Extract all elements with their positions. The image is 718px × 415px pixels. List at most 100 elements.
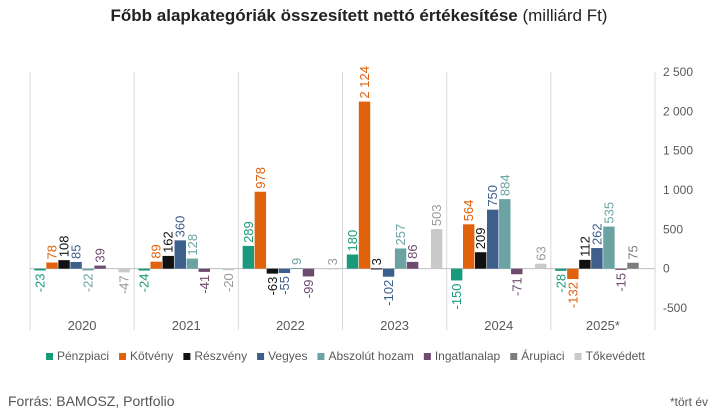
- data-label: 535: [601, 202, 616, 224]
- data-label: 209: [473, 228, 488, 250]
- legend-label: Ingatlanalap: [435, 349, 501, 363]
- bar[interactable]: [567, 268, 579, 280]
- category-label: 2020: [68, 318, 97, 333]
- data-label: -99: [301, 279, 316, 298]
- bar[interactable]: [394, 248, 407, 269]
- data-label: -20: [221, 273, 236, 292]
- bar[interactable]: [46, 262, 58, 269]
- bar[interactable]: [450, 268, 463, 281]
- y-tick-label: -500: [663, 301, 687, 315]
- bar[interactable]: [430, 229, 443, 269]
- chart-title-main: Főbb alapkategóriák összesített nettó ér…: [110, 6, 518, 25]
- data-label: 564: [461, 200, 476, 222]
- data-label: 9: [289, 258, 304, 265]
- data-label: 257: [393, 224, 408, 246]
- y-tick-label: 500: [663, 222, 683, 236]
- bar[interactable]: [487, 209, 499, 269]
- data-label: 180: [345, 230, 360, 252]
- data-label: -24: [137, 274, 152, 293]
- legend-label: Abszolút hozam: [328, 349, 413, 363]
- data-label: -102: [381, 280, 396, 306]
- bar[interactable]: [302, 268, 315, 277]
- legend-swatch: [574, 353, 582, 360]
- data-label: 63: [533, 246, 548, 260]
- data-label: -47: [117, 275, 132, 294]
- bar[interactable]: [198, 268, 210, 272]
- bar[interactable]: [346, 254, 359, 269]
- data-label: 262: [589, 223, 604, 245]
- bar[interactable]: [462, 224, 475, 269]
- legend-swatch: [257, 353, 265, 360]
- category-label: 2024: [484, 318, 513, 333]
- bar[interactable]: [254, 191, 267, 269]
- category-label: 2025*: [586, 318, 620, 333]
- bar[interactable]: [94, 265, 106, 269]
- legend-swatch: [183, 353, 191, 360]
- bar[interactable]: [475, 252, 487, 269]
- legend-label: Kötvény: [130, 349, 173, 363]
- bar[interactable]: [591, 248, 603, 269]
- data-label: 289: [241, 221, 256, 243]
- bar[interactable]: [499, 199, 511, 269]
- bar[interactable]: [242, 245, 255, 269]
- data-label: -15: [613, 273, 628, 292]
- y-tick-label: 2 000: [663, 104, 693, 118]
- data-label: -22: [81, 273, 96, 292]
- bar[interactable]: [82, 268, 94, 271]
- legend-label: Pénzpiaci: [57, 349, 109, 363]
- bar[interactable]: [615, 268, 627, 270]
- bar[interactable]: [70, 261, 82, 269]
- bar[interactable]: [150, 261, 162, 269]
- data-label: 89: [149, 244, 164, 258]
- footnote: *tört év: [669, 395, 708, 409]
- bar[interactable]: [222, 268, 235, 271]
- legend-label: Tőkevédett: [586, 349, 646, 363]
- legend-swatch: [119, 353, 127, 360]
- data-label: 2 124: [357, 66, 372, 99]
- chart-title-unit: (milliárd Ft): [522, 6, 608, 25]
- y-tick-label: 1 000: [663, 183, 693, 197]
- data-label: 85: [69, 245, 84, 259]
- bar[interactable]: [406, 261, 419, 269]
- data-label: 360: [173, 216, 188, 238]
- data-label: 86: [405, 244, 420, 258]
- bar[interactable]: [555, 268, 567, 271]
- source-note: Forrás: BAMOSZ, Portfolio: [8, 393, 175, 409]
- bar[interactable]: [603, 226, 615, 269]
- bar[interactable]: [627, 262, 639, 269]
- data-label: 3: [369, 258, 384, 265]
- bar[interactable]: [535, 263, 547, 269]
- bar[interactable]: [58, 260, 70, 269]
- data-label: -28: [553, 274, 568, 293]
- data-label: 3: [325, 258, 340, 265]
- bar[interactable]: [290, 267, 303, 269]
- data-label: 750: [485, 185, 500, 207]
- bar[interactable]: [278, 268, 291, 273]
- legend-swatch: [423, 353, 431, 360]
- data-label: 39: [93, 248, 108, 262]
- bar[interactable]: [174, 240, 186, 269]
- data-label: -63: [265, 277, 280, 296]
- y-tick-label: 1 500: [663, 144, 693, 158]
- bar[interactable]: [162, 255, 174, 269]
- data-label: -71: [509, 277, 524, 296]
- bar[interactable]: [326, 268, 339, 270]
- data-label: 128: [185, 234, 200, 256]
- legend-label: Árupiaci: [521, 348, 564, 363]
- bar[interactable]: [266, 268, 279, 274]
- bar[interactable]: [382, 268, 395, 277]
- data-label: 78: [45, 245, 60, 259]
- bar[interactable]: [511, 268, 523, 275]
- data-label: 884: [497, 174, 512, 196]
- bar[interactable]: [118, 268, 130, 273]
- bar[interactable]: [358, 101, 371, 269]
- bar[interactable]: [579, 259, 591, 269]
- bar[interactable]: [370, 268, 383, 270]
- bar[interactable]: [34, 268, 46, 271]
- legend-swatch: [46, 353, 53, 360]
- bar[interactable]: [186, 258, 198, 269]
- data-label: 162: [161, 231, 176, 253]
- data-label: -55: [277, 276, 292, 295]
- bar[interactable]: [138, 268, 150, 271]
- legend-swatch: [510, 353, 518, 360]
